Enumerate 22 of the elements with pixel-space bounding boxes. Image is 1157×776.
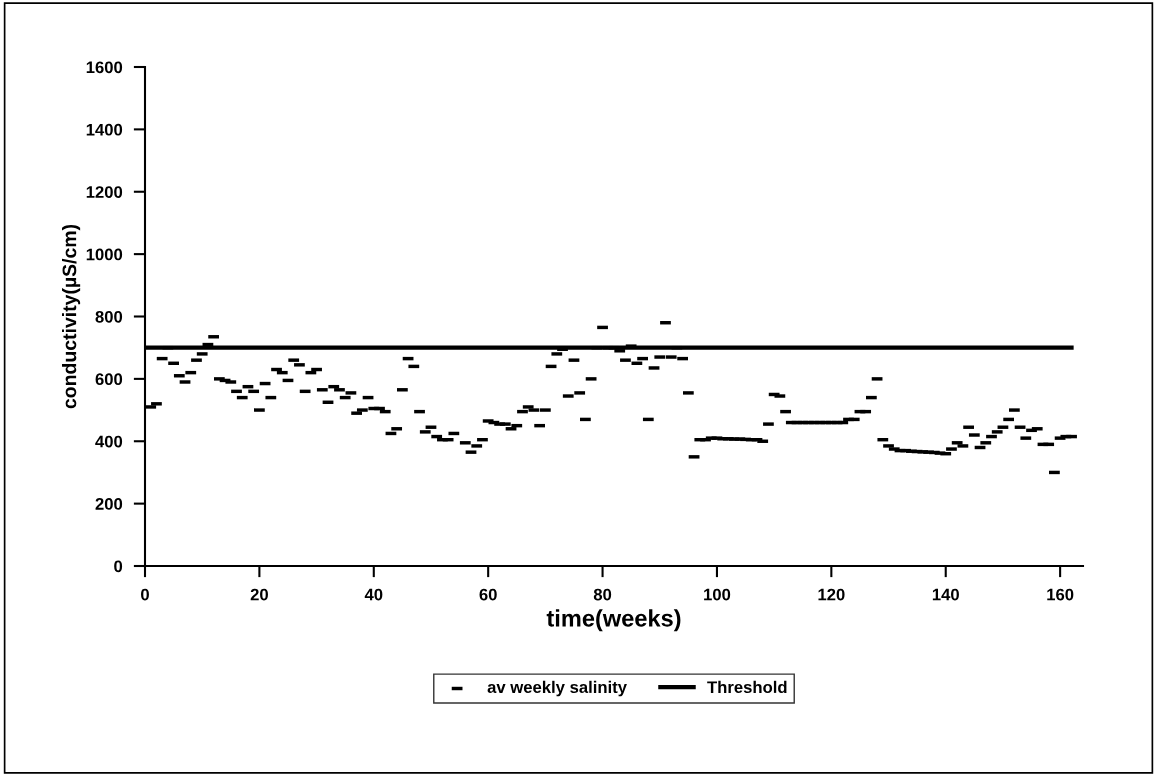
x-tick-label: 120 bbox=[818, 588, 845, 601]
x-tick-label: 100 bbox=[704, 588, 731, 601]
x-axis-title: time(weeks) bbox=[546, 609, 681, 632]
x-tick-label: 80 bbox=[593, 588, 612, 601]
y-tick-label: 800 bbox=[95, 310, 123, 323]
x-tick-label: 20 bbox=[250, 588, 268, 601]
legend-label: av weekly salinity bbox=[487, 680, 627, 697]
y-tick-label: 0 bbox=[114, 560, 123, 573]
y-tick-label: 200 bbox=[95, 498, 123, 510]
x-tick-label: 40 bbox=[364, 588, 383, 601]
x-tick-label: 160 bbox=[1047, 588, 1074, 601]
x-tick-label: 0 bbox=[141, 588, 149, 601]
legend-label: Threshold bbox=[707, 680, 787, 694]
y-axis-title: conductivity(µS/cm) bbox=[62, 224, 81, 409]
y-tick-label: 600 bbox=[95, 373, 123, 386]
y-tick-label: 1600 bbox=[86, 61, 123, 74]
y-tick-label: 1400 bbox=[86, 123, 123, 136]
x-tick-label: 140 bbox=[932, 588, 959, 601]
y-tick-label: 1200 bbox=[86, 186, 123, 198]
y-tick-label: 400 bbox=[95, 435, 123, 448]
y-tick-label: 1000 bbox=[86, 248, 123, 261]
x-tick-label: 60 bbox=[479, 588, 497, 601]
